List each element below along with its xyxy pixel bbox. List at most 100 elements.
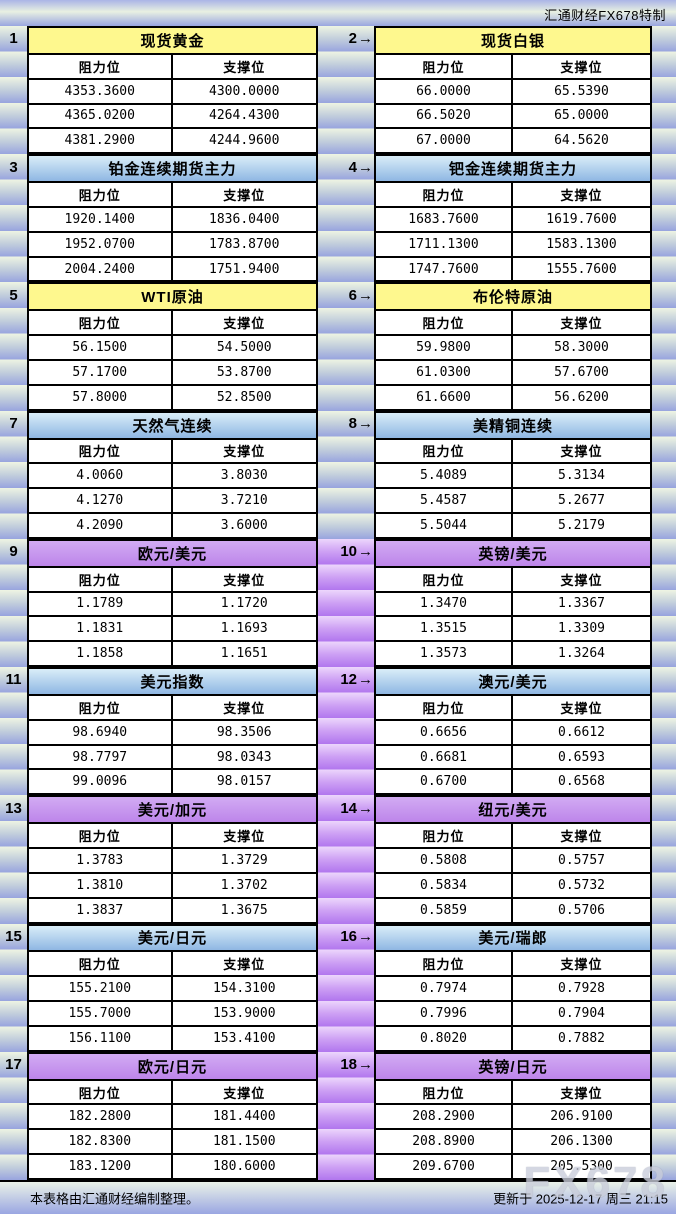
- header-row: 阻力位 支撑位: [29, 437, 316, 463]
- panel-5: WTI原油 阻力位 支撑位 56.1500 54.5000 57.1700 53.8700 5…: [27, 282, 318, 411]
- support-value: 1.3309: [558, 621, 605, 637]
- data-row: 182.2800 181.4400: [29, 1103, 316, 1129]
- resistance-header: 阻力位: [29, 1080, 173, 1104]
- support-value: 3.7210: [220, 493, 268, 509]
- support-header: 支撑位: [560, 59, 603, 75]
- support-value: 0.7904: [558, 1005, 605, 1021]
- support-value: 206.1300: [550, 1134, 613, 1150]
- data-row: 59.9800 58.3000: [376, 334, 650, 359]
- header-row: 阻力位 支撑位: [29, 693, 316, 719]
- data-row: 4.1270 3.7210: [29, 487, 316, 513]
- spacer-column: 8 →: [318, 410, 374, 539]
- support-value: 180.6000: [212, 1159, 276, 1175]
- data-row: 0.6656 0.6612: [376, 718, 650, 744]
- data-row: 61.6600 56.6200: [376, 383, 650, 409]
- resistance-value: 209.6700: [376, 1155, 513, 1178]
- panel-title: WTI原油: [29, 284, 316, 310]
- support-header: 支撑位: [560, 444, 603, 460]
- data-row: 209.6700 205.5300: [376, 1153, 650, 1178]
- support-header: 支撑位: [560, 1085, 603, 1101]
- row-number: 17: [5, 1056, 22, 1074]
- data-row: 1920.1400 1836.0400: [29, 205, 316, 231]
- data-row: 0.8020 0.7882: [376, 1024, 650, 1050]
- panel-17: 欧元/日元 阻力位 支撑位 182.2800 181.4400 182.8300 181.1…: [27, 1051, 318, 1180]
- resistance-value: 183.1200: [29, 1155, 173, 1178]
- data-row: 4.2090 3.6000: [29, 512, 316, 537]
- panel-title: 澳元/美元: [376, 669, 650, 694]
- resistance-header: 阻力位: [29, 567, 173, 591]
- band-row: 1 现货黄金 阻力位 支撑位 4353.3600 4300.0000 4365.0200 42…: [0, 26, 676, 155]
- data-row: 182.8300 181.1500: [29, 1128, 316, 1154]
- right-edge-column: [652, 154, 676, 283]
- header-row: 阻力位 支撑位: [376, 1078, 650, 1104]
- support-value: 153.9000: [212, 1005, 276, 1021]
- data-row: 208.2900 206.9100: [376, 1103, 650, 1129]
- support-value: 57.6700: [554, 364, 609, 380]
- row-label-column: 3: [0, 154, 27, 283]
- resistance-value: 155.7000: [29, 1002, 173, 1025]
- resistance-value: 1920.1400: [29, 207, 173, 231]
- support-value: 1.3675: [220, 902, 268, 918]
- data-row: 1.1858 1.1651: [29, 640, 316, 666]
- data-row: 155.7000 153.9000: [29, 1000, 316, 1025]
- data-row: 98.6940 98.3506: [29, 718, 316, 744]
- panel-title: 欧元/日元: [29, 1053, 316, 1079]
- resistance-value: 208.2900: [376, 1105, 513, 1129]
- support-value: 1.1693: [220, 621, 268, 637]
- resistance-value: 1711.1300: [376, 232, 513, 256]
- header-row: 阻力位 支撑位: [29, 52, 316, 78]
- pointer-number: 2: [348, 30, 357, 48]
- row-label-column: 13: [0, 795, 27, 924]
- panel-1: 现货黄金 阻力位 支撑位 4353.3600 4300.0000 4365.0200 426…: [27, 26, 318, 155]
- resistance-header: 阻力位: [376, 183, 513, 206]
- resistance-header: 阻力位: [29, 952, 173, 976]
- resistance-value: 5.4587: [376, 489, 513, 513]
- right-edge-column: [652, 410, 676, 539]
- panel-13: 美元/加元 阻力位 支撑位 1.3783 1.3729 1.3810 1.3702 1.383…: [27, 795, 318, 924]
- brand-text: 汇通财经FX678特制: [544, 8, 666, 23]
- resistance-header: 阻力位: [376, 824, 513, 847]
- support-value: 181.1500: [212, 1134, 276, 1150]
- resistance-header: 阻力位: [29, 183, 173, 206]
- support-value: 1.3367: [558, 596, 605, 612]
- support-header: 支撑位: [560, 187, 603, 203]
- resistance-header: 阻力位: [376, 311, 513, 335]
- right-edge-column: [652, 667, 676, 796]
- resistance-value: 1952.0700: [29, 232, 173, 256]
- data-row: 155.2100 154.3100: [29, 975, 316, 1001]
- resistance-value: 1747.7600: [376, 257, 513, 281]
- resistance-value: 4381.2900: [29, 129, 173, 153]
- right-edge-column: [652, 538, 676, 668]
- support-value: 3.6000: [220, 517, 268, 533]
- resistance-value: 1.3470: [376, 592, 513, 616]
- resistance-value: 5.5044: [376, 514, 513, 537]
- support-value: 56.6200: [554, 389, 609, 405]
- header-row: 阻力位 支撑位: [29, 1078, 316, 1104]
- panel-pointer: 18 →: [318, 1052, 374, 1078]
- support-value: 206.9100: [550, 1109, 613, 1125]
- support-value: 0.5757: [558, 852, 605, 868]
- support-value: 5.3134: [558, 468, 605, 484]
- support-value: 1.3702: [220, 877, 268, 893]
- resistance-header: 阻力位: [376, 695, 513, 719]
- resistance-value: 66.5020: [376, 104, 513, 128]
- resistance-header: 阻力位: [29, 439, 173, 463]
- resistance-header: 阻力位: [376, 1080, 513, 1104]
- data-row: 1.3810 1.3702: [29, 871, 316, 897]
- band-row: 7 天然气连续 阻力位 支撑位 4.0060 3.8030 4.1270 3.7210 4.20…: [0, 410, 676, 539]
- row-number: 13: [5, 799, 22, 817]
- panel-title: 英镑/美元: [376, 540, 650, 566]
- support-header: 支撑位: [560, 700, 603, 716]
- data-row: 5.5044 5.2179: [376, 512, 650, 537]
- band-row: 17 欧元/日元 阻力位 支撑位 182.2800 181.4400 182.8300 181…: [0, 1051, 676, 1180]
- data-row: 67.0000 64.5620: [376, 127, 650, 153]
- support-value: 65.0000: [554, 108, 609, 124]
- resistance-value: 2004.2400: [29, 257, 173, 281]
- row-label-column: 15: [0, 923, 27, 1052]
- row-number: 11: [5, 671, 22, 689]
- resistance-value: 4.0060: [29, 464, 173, 488]
- resistance-header: 阻力位: [376, 439, 513, 463]
- support-value: 0.5732: [558, 877, 605, 893]
- support-value: 54.5000: [216, 340, 272, 356]
- panel-title: 美元指数: [29, 669, 316, 694]
